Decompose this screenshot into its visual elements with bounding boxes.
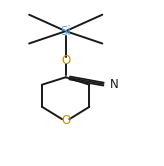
Text: O: O bbox=[61, 114, 70, 127]
Text: Si: Si bbox=[60, 25, 71, 38]
Text: N: N bbox=[110, 78, 118, 91]
Text: O: O bbox=[61, 54, 70, 67]
